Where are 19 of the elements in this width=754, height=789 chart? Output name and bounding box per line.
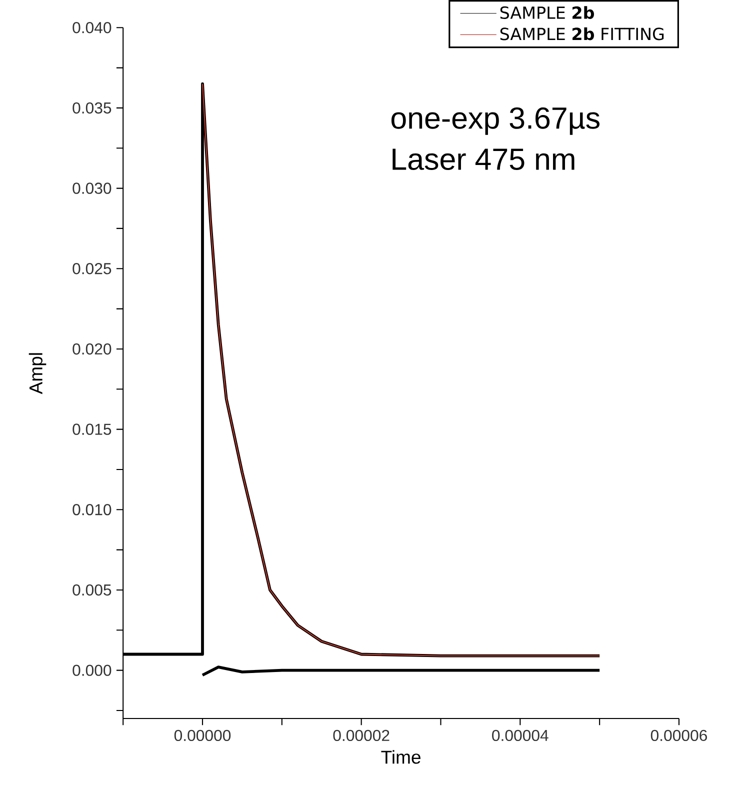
annotation: one-exp 3.67µs bbox=[391, 107, 600, 135]
y-tick-label: 0.000 bbox=[72, 664, 111, 676]
y-tick-label: 0.025 bbox=[72, 263, 111, 274]
x-tick-label: 0.00002 bbox=[333, 730, 390, 742]
y-tick-label: 0.020 bbox=[72, 343, 111, 355]
legend-label: SAMPLE 2b FITTING bbox=[500, 27, 664, 40]
y-tick-label: 0.040 bbox=[72, 22, 111, 34]
annotation: Laser 475 nm bbox=[392, 148, 574, 170]
legend-label: SAMPLE 2b bbox=[500, 6, 594, 19]
y-tick-label: 0.005 bbox=[72, 584, 111, 596]
y-tick-label: 0.030 bbox=[72, 182, 111, 194]
x-tick-label: 0.00006 bbox=[650, 730, 707, 742]
y-axis-title: Ampl bbox=[28, 353, 46, 394]
x-tick-label: 0.00004 bbox=[492, 730, 548, 742]
y-tick-label: 0.015 bbox=[72, 424, 111, 435]
x-tick-label: 0.00000 bbox=[174, 730, 230, 742]
y-tick-label: 0.010 bbox=[72, 504, 111, 516]
y-tick-label: 0.035 bbox=[72, 102, 111, 114]
x-axis-title: Time bbox=[381, 750, 420, 764]
